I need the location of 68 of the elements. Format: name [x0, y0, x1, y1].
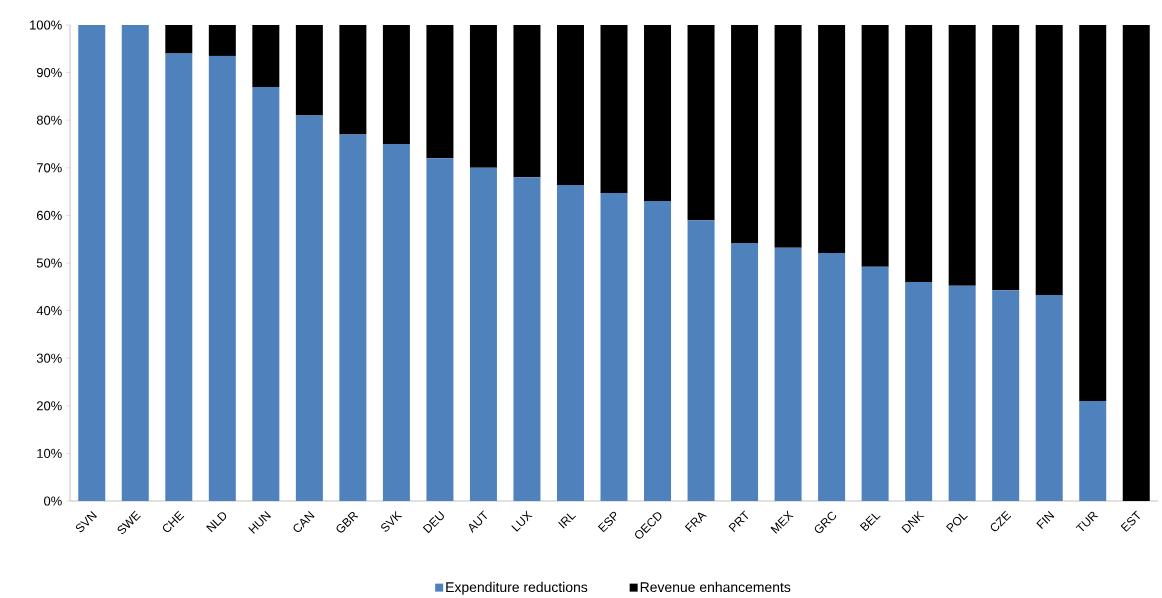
- y-tick-label: 80%: [36, 115, 62, 125]
- y-tick-label: 90%: [36, 68, 62, 78]
- bar: [1079, 401, 1107, 501]
- y-tick-label: 100%: [30, 20, 62, 30]
- bar: [426, 158, 454, 501]
- bar: [426, 25, 454, 159]
- x-tick-label: FRA: [684, 512, 707, 533]
- bar: [121, 25, 149, 501]
- bar: [818, 253, 846, 501]
- bar: [252, 25, 280, 87]
- bar: [687, 25, 715, 221]
- bar: [1035, 294, 1063, 501]
- bar: [644, 201, 672, 501]
- bar: [382, 25, 410, 144]
- x-tick-label: POL: [946, 513, 968, 533]
- bar: [78, 25, 106, 501]
- y-tick-label: 10%: [37, 448, 62, 458]
- bar: [165, 53, 193, 501]
- bar: [339, 134, 367, 501]
- y-tick-label: 40%: [36, 306, 62, 316]
- legend-label: Expenditure reductions: [446, 581, 588, 595]
- bar: [208, 25, 236, 56]
- y-tick-label: 30%: [36, 353, 62, 363]
- x-tick-label: IRL: [558, 513, 577, 529]
- bar: [774, 247, 802, 501]
- bar: [948, 285, 976, 501]
- bar: [165, 25, 193, 54]
- bar: [382, 144, 410, 501]
- bar: [861, 25, 889, 267]
- bar: [948, 25, 976, 286]
- bar: [905, 282, 933, 501]
- bar: [556, 25, 584, 185]
- y-tick-label: 70%: [36, 163, 62, 173]
- bar: [252, 86, 280, 501]
- x-tick-label: TUR: [1075, 511, 1099, 532]
- bar: [992, 290, 1020, 501]
- x-tick-label: BEL: [859, 513, 881, 532]
- bar: [687, 220, 715, 501]
- legend-label: Revenue enhancements: [640, 581, 791, 593]
- y-tick-label: 50%: [36, 258, 62, 268]
- x-tick-label: NLD: [206, 512, 227, 533]
- bar: [861, 266, 889, 501]
- bar: [818, 25, 846, 253]
- bar: [905, 25, 933, 283]
- bar: [469, 167, 497, 501]
- bar: [1035, 25, 1063, 295]
- bar: [469, 25, 497, 168]
- bar: [513, 25, 541, 178]
- bar: [774, 25, 802, 248]
- bar: [731, 243, 759, 501]
- bar: [1122, 25, 1150, 501]
- bar: [992, 25, 1020, 291]
- y-tick-label: 20%: [36, 401, 62, 411]
- y-tick-label: 60%: [36, 210, 62, 220]
- y-tick-label: 0%: [44, 496, 62, 506]
- bar: [1079, 25, 1107, 402]
- bar: [600, 193, 628, 501]
- bar: [513, 177, 541, 501]
- bar: [600, 25, 628, 194]
- bar: [295, 25, 323, 116]
- bar: [208, 55, 236, 501]
- bar: [339, 25, 367, 135]
- bar: [295, 115, 323, 501]
- bar: [644, 25, 672, 202]
- bar: [556, 184, 584, 501]
- x-tick-label: CZE: [990, 510, 1012, 532]
- x-tick-label: FIN: [1036, 510, 1055, 529]
- bar: [731, 25, 759, 243]
